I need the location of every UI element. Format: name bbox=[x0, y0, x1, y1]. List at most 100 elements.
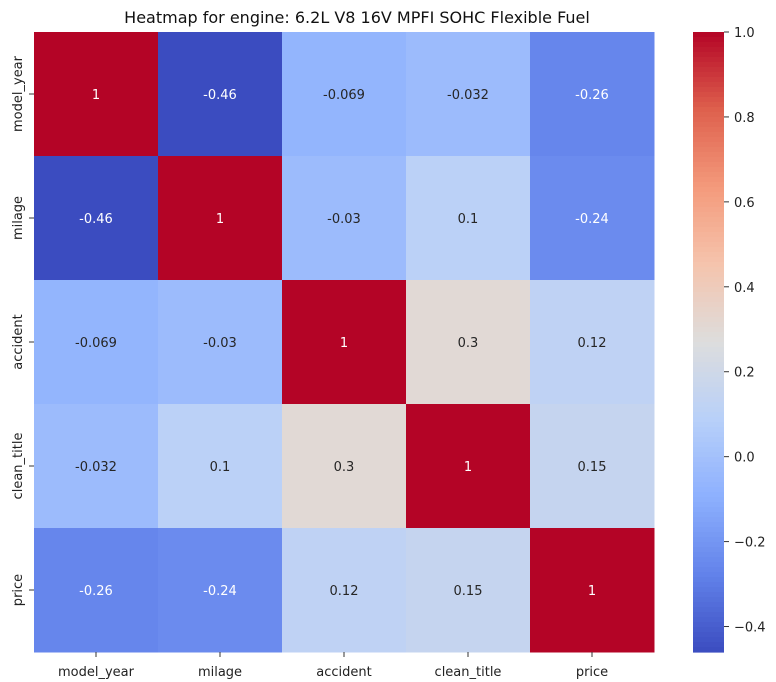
colorbar-segment bbox=[693, 577, 724, 583]
colorbar-segment bbox=[693, 537, 724, 543]
colorbar-segment bbox=[693, 197, 724, 203]
colorbar-segment bbox=[693, 157, 724, 163]
colorbar-segment bbox=[693, 397, 724, 403]
colorbar-segment bbox=[693, 302, 724, 308]
heatmap-cell bbox=[530, 156, 655, 281]
colorbar-segment bbox=[693, 622, 724, 628]
colorbar-segment bbox=[693, 627, 724, 633]
colorbar-segment bbox=[693, 402, 724, 408]
colorbar-tick-label: 1.0 bbox=[734, 26, 755, 41]
colorbar-segment bbox=[693, 472, 724, 478]
heatmap-cell bbox=[530, 280, 655, 405]
colorbar-tick-label: 0.6 bbox=[734, 196, 755, 211]
colorbar-segment bbox=[693, 447, 724, 453]
x-tick-label: price bbox=[576, 665, 608, 680]
y-tick-label: model_year bbox=[11, 55, 26, 132]
colorbar-segment bbox=[693, 112, 724, 118]
colorbar-segment bbox=[693, 437, 724, 443]
colorbar-segment bbox=[693, 417, 724, 423]
cell-value-label: -0.03 bbox=[203, 336, 237, 351]
colorbar-segment bbox=[693, 137, 724, 143]
colorbar-segment bbox=[693, 352, 724, 358]
colorbar-segment bbox=[693, 162, 724, 168]
colorbar-segment bbox=[693, 602, 724, 608]
colorbar-segment bbox=[693, 462, 724, 468]
heatmap-cell bbox=[406, 32, 531, 157]
colorbar-segment bbox=[693, 572, 724, 578]
heatmap-cell bbox=[34, 156, 159, 281]
colorbar-segment bbox=[693, 342, 724, 348]
cell-value-label: 1 bbox=[340, 336, 348, 351]
colorbar-segment bbox=[693, 382, 724, 388]
colorbar-segment bbox=[693, 502, 724, 508]
colorbar-segment bbox=[693, 37, 724, 43]
colorbar-segment bbox=[693, 42, 724, 48]
colorbar-segment bbox=[693, 87, 724, 93]
colorbar-segment bbox=[693, 187, 724, 193]
colorbar-segment bbox=[693, 482, 724, 488]
cell-value-label: 0.12 bbox=[330, 584, 359, 599]
heatmap-cell bbox=[530, 528, 655, 653]
cell-value-label: -0.26 bbox=[79, 584, 113, 599]
y-tick-label: accident bbox=[11, 314, 26, 369]
cell-value-label: 1 bbox=[588, 584, 596, 599]
colorbar-segment bbox=[693, 47, 724, 53]
colorbar-tick-label: 0.4 bbox=[734, 281, 755, 296]
heatmap-cell bbox=[282, 156, 407, 281]
cell-value-label: 0.1 bbox=[210, 460, 231, 475]
colorbar-segment bbox=[693, 257, 724, 263]
colorbar-segment bbox=[693, 102, 724, 108]
cell-value-label: 0.15 bbox=[454, 584, 483, 599]
heatmap-cell bbox=[282, 280, 407, 405]
heatmap-cell bbox=[282, 528, 407, 653]
colorbar-segment bbox=[693, 177, 724, 183]
cell-value-label: -0.24 bbox=[575, 212, 609, 227]
colorbar-segment bbox=[693, 522, 724, 528]
heatmap-cell bbox=[158, 280, 283, 405]
colorbar-segment bbox=[693, 152, 724, 158]
colorbar-segment bbox=[693, 632, 724, 638]
cell-value-label: -0.26 bbox=[575, 88, 609, 103]
colorbar-segment bbox=[693, 247, 724, 253]
colorbar-segment bbox=[693, 412, 724, 418]
colorbar-segment bbox=[693, 477, 724, 483]
colorbar-segment bbox=[693, 237, 724, 243]
heatmap-cell bbox=[282, 32, 407, 157]
colorbar-segment bbox=[693, 317, 724, 323]
cell-value-label: 0.3 bbox=[458, 336, 479, 351]
colorbar-segment bbox=[693, 337, 724, 343]
heatmap-cell bbox=[158, 528, 283, 653]
colorbar-segment bbox=[693, 132, 724, 138]
heatmap-cell bbox=[34, 528, 159, 653]
colorbar-segment bbox=[693, 642, 724, 648]
colorbar-segment bbox=[693, 92, 724, 98]
colorbar-segment bbox=[693, 252, 724, 258]
y-tick-label: milage bbox=[11, 196, 26, 240]
colorbar-segment bbox=[693, 507, 724, 513]
colorbar-tick-label: 0.0 bbox=[734, 451, 755, 466]
colorbar-segment bbox=[693, 202, 724, 208]
colorbar-segment bbox=[693, 297, 724, 303]
heatmap-cell bbox=[406, 156, 531, 281]
colorbar-segment bbox=[693, 372, 724, 378]
colorbar-segment bbox=[693, 552, 724, 558]
colorbar-segment bbox=[693, 282, 724, 288]
cell-value-label: -0.03 bbox=[327, 212, 361, 227]
cell-value-label: -0.46 bbox=[79, 212, 113, 227]
colorbar-segment bbox=[693, 232, 724, 238]
cell-value-label: -0.069 bbox=[323, 88, 365, 103]
cell-value-label: -0.069 bbox=[75, 336, 117, 351]
colorbar-segment bbox=[693, 57, 724, 63]
colorbar-segment bbox=[693, 647, 724, 653]
x-tick-label: milage bbox=[198, 665, 242, 680]
colorbar-segment bbox=[693, 62, 724, 68]
colorbar-segment bbox=[693, 637, 724, 643]
colorbar-segment bbox=[693, 122, 724, 128]
colorbar-segment bbox=[693, 582, 724, 588]
cell-value-label: -0.46 bbox=[203, 88, 237, 103]
colorbar-segment bbox=[693, 607, 724, 613]
cell-value-label: 1 bbox=[216, 212, 224, 227]
heatmap-cell bbox=[158, 32, 283, 157]
colorbar-segment bbox=[693, 357, 724, 363]
